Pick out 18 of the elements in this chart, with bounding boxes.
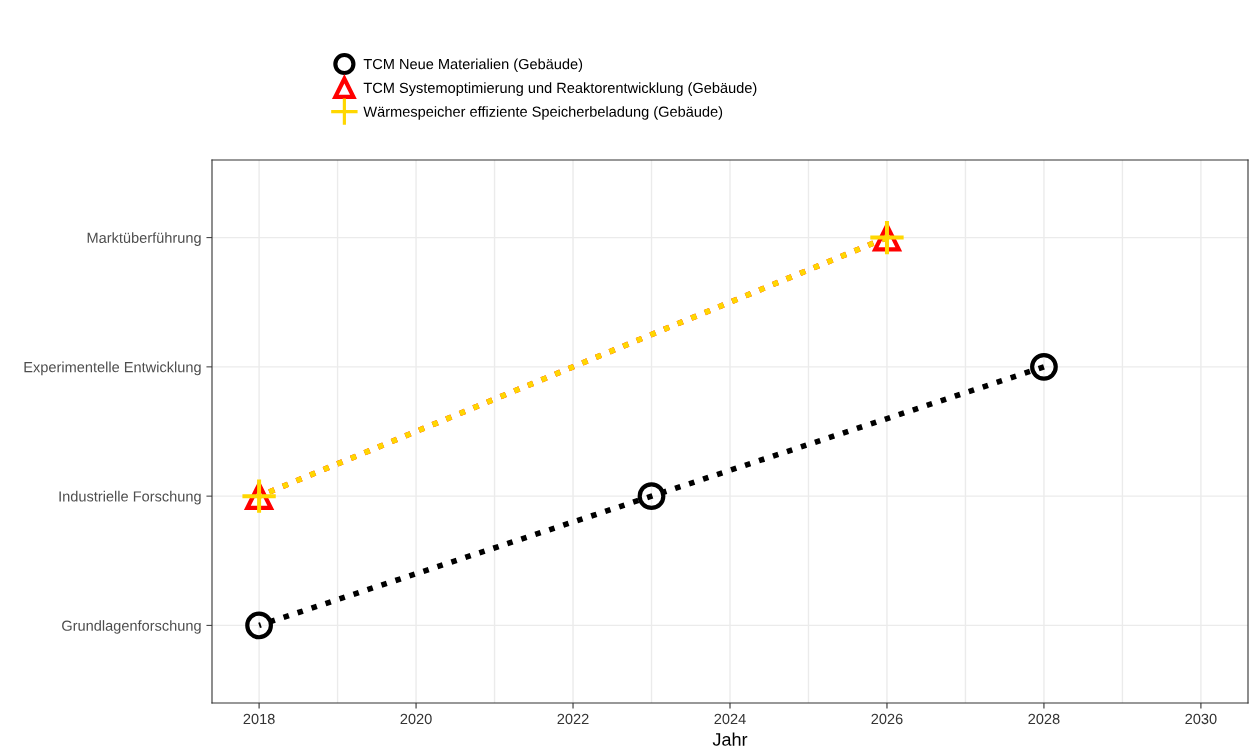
- y-tick-label: Experimentelle Entwicklung: [24, 361, 201, 376]
- y-tick-label: Grundlagenforschung: [62, 620, 201, 634]
- point: [1030, 352, 1058, 381]
- point: [637, 482, 666, 511]
- y-tick-label: Marktüberführung: [87, 232, 201, 246]
- x-tick-label: 2018: [243, 713, 275, 725]
- legend-label: Wärmespeicher effiziente Speicherbeladung (Gebäude): [363, 106, 723, 120]
- point: [245, 611, 273, 640]
- x-tick-label: 2022: [557, 713, 589, 725]
- legend-label: TCM Systemoptimierung und Reaktorentwicklung (Gebäude): [363, 82, 757, 96]
- legend-label: TCM Neue Materialien (Gebäude): [363, 58, 583, 73]
- y-tick-label: Industrielle Forschung: [59, 490, 201, 505]
- x-tick-label: 2026: [871, 713, 903, 725]
- x-tick-label: 2024: [714, 713, 746, 725]
- x-axis-title: Jahr: [712, 732, 748, 746]
- x-tick-label: 2030: [1185, 713, 1217, 725]
- x-tick-label: 2020: [400, 713, 432, 725]
- x-tick-label: 2028: [1028, 713, 1060, 725]
